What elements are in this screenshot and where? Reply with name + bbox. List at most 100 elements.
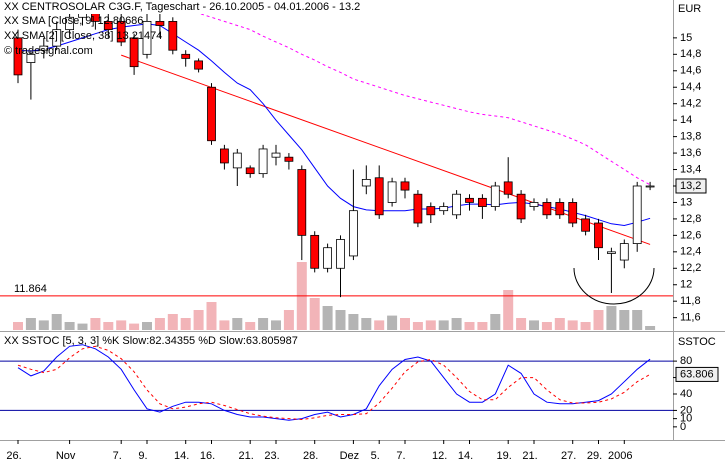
- volume-bar: [606, 306, 617, 330]
- candle-body: [503, 181, 513, 195]
- volume-bar: [567, 320, 578, 330]
- candle-body: [65, 16, 74, 31]
- volume-bar: [490, 314, 501, 330]
- annotation-arc: [573, 267, 655, 305]
- candle-body: [155, 21, 165, 26]
- volume-bar: [258, 318, 269, 330]
- candle-body: [555, 202, 565, 216]
- x-tick-label: 21.: [239, 450, 254, 462]
- candle-body: [619, 243, 629, 261]
- y-tick-label: 14,4: [680, 81, 701, 93]
- volume-bar: [425, 320, 436, 330]
- last-value-label: 63.806: [680, 368, 714, 380]
- x-tick-label: 26.: [6, 450, 21, 462]
- volume-bar: [464, 322, 475, 330]
- candle-body: [400, 181, 410, 191]
- candle-body: [310, 234, 320, 269]
- volume-bar: [245, 322, 256, 330]
- x-tick-label: 19.: [497, 450, 512, 462]
- y-tick-label: 14: [680, 114, 692, 126]
- candle-body: [542, 202, 552, 216]
- y-tick-label: 11,6: [680, 312, 701, 324]
- candle-body: [232, 152, 242, 169]
- volume-bar: [232, 318, 243, 330]
- y-tick-label: 12,4: [680, 246, 701, 258]
- volume-bar: [593, 310, 604, 330]
- candle-body: [477, 197, 487, 207]
- volume-bar: [412, 322, 423, 330]
- volume-bar: [335, 310, 346, 330]
- candle-body: [323, 247, 333, 269]
- x-tick-label: 12.: [432, 450, 447, 462]
- volume-bar: [438, 320, 449, 330]
- volume-bar: [90, 318, 101, 330]
- candle-body: [645, 185, 655, 188]
- candle-body: [219, 148, 229, 164]
- volume-bar: [271, 320, 281, 330]
- source-label: © tradesignal.com: [4, 45, 93, 57]
- candle-body: [348, 210, 358, 257]
- volume-bar: [167, 314, 178, 330]
- candle-body: [39, 45, 49, 51]
- candle-body: [529, 202, 539, 207]
- x-tick-label: 23.: [264, 450, 279, 462]
- candle-body: [632, 185, 642, 244]
- x-tick-label: 29.: [587, 450, 602, 462]
- candle-body: [78, 14, 87, 18]
- volume-bar: [193, 310, 204, 330]
- candle-body: [181, 53, 191, 59]
- y-tick-label: 12,2: [680, 262, 701, 274]
- volume-bar: [154, 318, 165, 330]
- volume-bar: [13, 322, 23, 330]
- candle-body: [336, 239, 345, 269]
- volume-bar: [632, 310, 643, 330]
- volume-bar: [219, 320, 230, 330]
- candle-body: [374, 177, 384, 216]
- candle-body: [284, 156, 294, 162]
- volume-bar: [116, 320, 127, 330]
- volume-bar: [541, 322, 552, 330]
- x-tick-label: 28.: [303, 450, 318, 462]
- candle-body: [26, 53, 36, 63]
- volume-bar: [451, 318, 462, 330]
- volume-bar: [477, 322, 488, 330]
- candle-body: [439, 206, 449, 212]
- candle-body: [297, 169, 307, 236]
- candle-body: [116, 21, 126, 43]
- y-tick-label: 15: [680, 32, 692, 44]
- legend-entry: XX SMA[2] [Close, 38] 13.21474: [4, 30, 162, 42]
- candle-body: [168, 21, 178, 51]
- volume-bar: [51, 314, 62, 330]
- x-tick-label: 9.: [138, 450, 147, 462]
- volume-bar: [361, 318, 372, 330]
- support-label: 11.864: [14, 283, 47, 295]
- volume-bar: [400, 318, 410, 330]
- y-tick-label: 12,6: [680, 229, 701, 241]
- y-tick-label: 13: [680, 196, 692, 208]
- volume-bar: [25, 318, 36, 330]
- last-price-box: [675, 178, 707, 194]
- candle-body: [465, 197, 474, 203]
- price-panel: [0, 14, 673, 330]
- volume-bar: [64, 322, 75, 330]
- candle-body: [207, 86, 216, 142]
- volume-bar: [129, 323, 140, 330]
- last-value-box: [675, 366, 719, 382]
- candle-body: [91, 14, 100, 22]
- candle-body: [52, 29, 62, 47]
- candle-body: [194, 60, 204, 70]
- volume-bar: [283, 310, 294, 330]
- volume-bar: [387, 315, 398, 330]
- candle-body: [452, 193, 462, 216]
- candle-body: [142, 21, 152, 55]
- volume-bar: [103, 322, 114, 330]
- y-tick-label: 14,2: [680, 98, 701, 110]
- chart-title: XX CENTROSOLAR C3G.F, Tageschart - 26.10…: [4, 1, 360, 13]
- volume-bar: [309, 298, 320, 330]
- last-price-label: 13,2: [680, 180, 701, 192]
- y-tick-label: 40: [680, 388, 692, 400]
- x-tick-label: 7.: [396, 450, 405, 462]
- volume-bar: [554, 318, 565, 330]
- y-tick-label: 13,6: [680, 147, 701, 159]
